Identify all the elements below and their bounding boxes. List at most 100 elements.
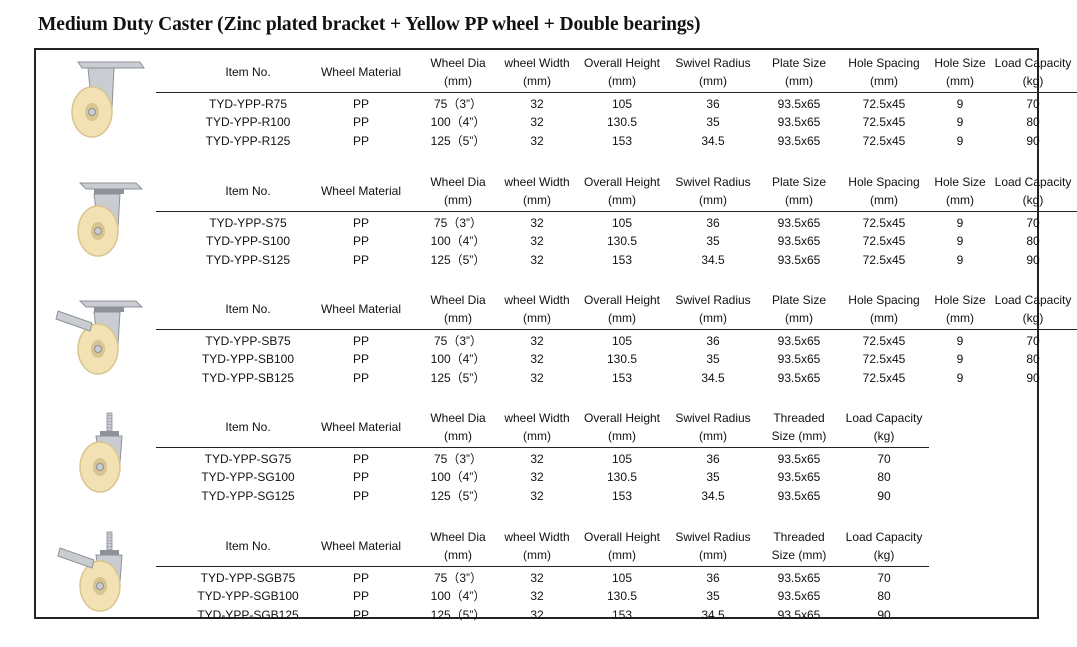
cell-hole-size: 9 [956, 371, 964, 385]
header-line: wheel Width [504, 175, 570, 189]
header-line: (mm) [870, 193, 898, 207]
cell-hole-size: 9 [956, 352, 964, 366]
cell-load-capacity: 90 [877, 489, 891, 503]
cell-hole-spacing: 72.5x45 [862, 234, 906, 248]
header-line: Load Capacity [994, 293, 1072, 307]
cell-item-no: TYD-YPP-S100 [205, 234, 291, 248]
cell-load-capacity: 70 [1026, 334, 1040, 348]
header-wheel-dia: Wheel Dia (mm) [419, 173, 497, 209]
header-wheel-width: wheel Width (mm) [497, 173, 577, 209]
cell-wheel-material: PP [352, 352, 369, 366]
header-line: Hole Spacing [848, 175, 920, 189]
cell-swivel-radius: 36 [706, 452, 720, 466]
header-overall-height: Overall Height (mm) [578, 528, 666, 564]
cell-wheel-material: PP [352, 334, 369, 348]
spec-table-frame: Item No. Wheel Material Wheel Dia (mm) wheel… [34, 48, 1077, 622]
cell-swivel-radius: 35 [706, 470, 720, 484]
header-threaded-size: Threaded Size (mm) [764, 528, 834, 564]
cell-wheel-dia: 100（4”） [430, 470, 486, 484]
cell-hole-spacing: 72.5x45 [862, 134, 906, 148]
cell-wheel-width: 32 [530, 253, 544, 267]
header-line: (mm) [523, 548, 551, 562]
cell-load-capacity: 90 [1026, 371, 1040, 385]
swivel-brake-caster-icon [44, 293, 148, 379]
header-line: Wheel Dia [430, 530, 486, 544]
cell-load-capacity: 80 [1026, 352, 1040, 366]
cell-overall-height: 130.5 [606, 115, 638, 129]
cell-hole-spacing: 72.5x45 [862, 334, 906, 348]
cell-wheel-dia: 100（4”） [430, 234, 486, 248]
cell-hole-spacing: 72.5x45 [862, 253, 906, 267]
cell-wheel-dia: 100（4”） [430, 352, 486, 366]
header-line: Load Capacity [845, 530, 923, 544]
header-item-no: Item No. [225, 420, 271, 434]
cell-wheel-dia: 75（3”） [433, 452, 483, 466]
header-line: wheel Width [504, 293, 570, 307]
cell-plate-size: 93.5x65 [777, 97, 821, 111]
cell-item-no: TYD-YPP-R75 [208, 97, 288, 111]
cell-overall-height: 153 [611, 371, 633, 385]
cell-hole-size: 9 [956, 234, 964, 248]
cell-wheel-width: 32 [530, 452, 544, 466]
header-line: Wheel Dia [430, 175, 486, 189]
header-line: (mm) [946, 74, 974, 88]
cell-threaded-size: 93.5x65 [777, 589, 821, 603]
header-divider [156, 447, 929, 448]
cell-hole-spacing: 72.5x45 [862, 352, 906, 366]
header-line: Wheel Dia [430, 56, 486, 70]
cell-hole-size: 9 [956, 134, 964, 148]
cell-plate-size: 93.5x65 [777, 216, 821, 230]
cell-threaded-size: 93.5x65 [777, 489, 821, 503]
cell-threaded-size: 93.5x65 [777, 452, 821, 466]
header-wheel-dia: Wheel Dia (mm) [419, 528, 497, 564]
header-line: Plate Size [771, 175, 827, 189]
cell-wheel-dia: 75（3”） [433, 216, 483, 230]
cell-threaded-size: 93.5x65 [777, 608, 821, 622]
cell-wheel-width: 32 [530, 571, 544, 585]
cell-wheel-width: 32 [530, 216, 544, 230]
header-overall-height: Overall Height (mm) [578, 173, 666, 209]
header-load-capacity: Load Capacity (kg) [990, 54, 1076, 90]
header-line: (kg) [1022, 193, 1044, 207]
header-line: (mm) [444, 429, 472, 443]
cell-overall-height: 153 [611, 134, 633, 148]
header-item-no: Item No. [225, 184, 271, 198]
cell-wheel-width: 32 [530, 234, 544, 248]
header-line: Swivel Radius [675, 530, 751, 544]
cell-wheel-width: 32 [530, 352, 544, 366]
cell-wheel-material: PP [352, 234, 369, 248]
header-line: (kg) [1022, 311, 1044, 325]
header-line: Swivel Radius [675, 175, 751, 189]
cell-load-capacity: 80 [877, 470, 891, 484]
caster-section-5: Item No. Wheel Material Wheel Dia (mm) wheel… [36, 528, 1037, 628]
cell-load-capacity: 70 [877, 452, 891, 466]
threaded-stem-caster-icon [44, 411, 148, 497]
header-line: (mm) [699, 311, 727, 325]
cell-item-no: TYD-YPP-SG100 [201, 470, 295, 484]
header-line: Overall Height [583, 411, 661, 425]
cell-load-capacity: 70 [1026, 97, 1040, 111]
header-line: Swivel Radius [675, 411, 751, 425]
cell-item-no: TYD-YPP-SGB75 [200, 571, 296, 585]
cell-overall-height: 130.5 [606, 470, 638, 484]
header-line: (kg) [1022, 74, 1044, 88]
header-line: wheel Width [504, 411, 570, 425]
header-line: (mm) [699, 429, 727, 443]
cell-swivel-radius: 35 [706, 352, 720, 366]
header-line: Overall Height [583, 175, 661, 189]
cell-item-no: TYD-YPP-SB75 [205, 334, 291, 348]
cell-item-no: TYD-YPP-R125 [205, 134, 291, 148]
header-wheel-material: Wheel Material [320, 65, 402, 79]
header-wheel-material: Wheel Material [320, 302, 402, 316]
caster-section-2: Item No. Wheel Material Wheel Dia (mm) wheel… [36, 173, 1077, 273]
header-wheel-width: wheel Width (mm) [497, 291, 577, 327]
cell-wheel-dia: 125（5”） [430, 134, 486, 148]
header-load-capacity: Load Capacity (kg) [841, 409, 927, 445]
cell-wheel-dia: 100（4”） [430, 589, 486, 603]
header-line: Size (mm) [771, 548, 827, 562]
cell-plate-size: 93.5x65 [777, 352, 821, 366]
header-line: (mm) [699, 548, 727, 562]
header-line: Hole Size [934, 293, 986, 307]
header-threaded-size: Threaded Size (mm) [764, 409, 834, 445]
header-line: (mm) [444, 193, 472, 207]
